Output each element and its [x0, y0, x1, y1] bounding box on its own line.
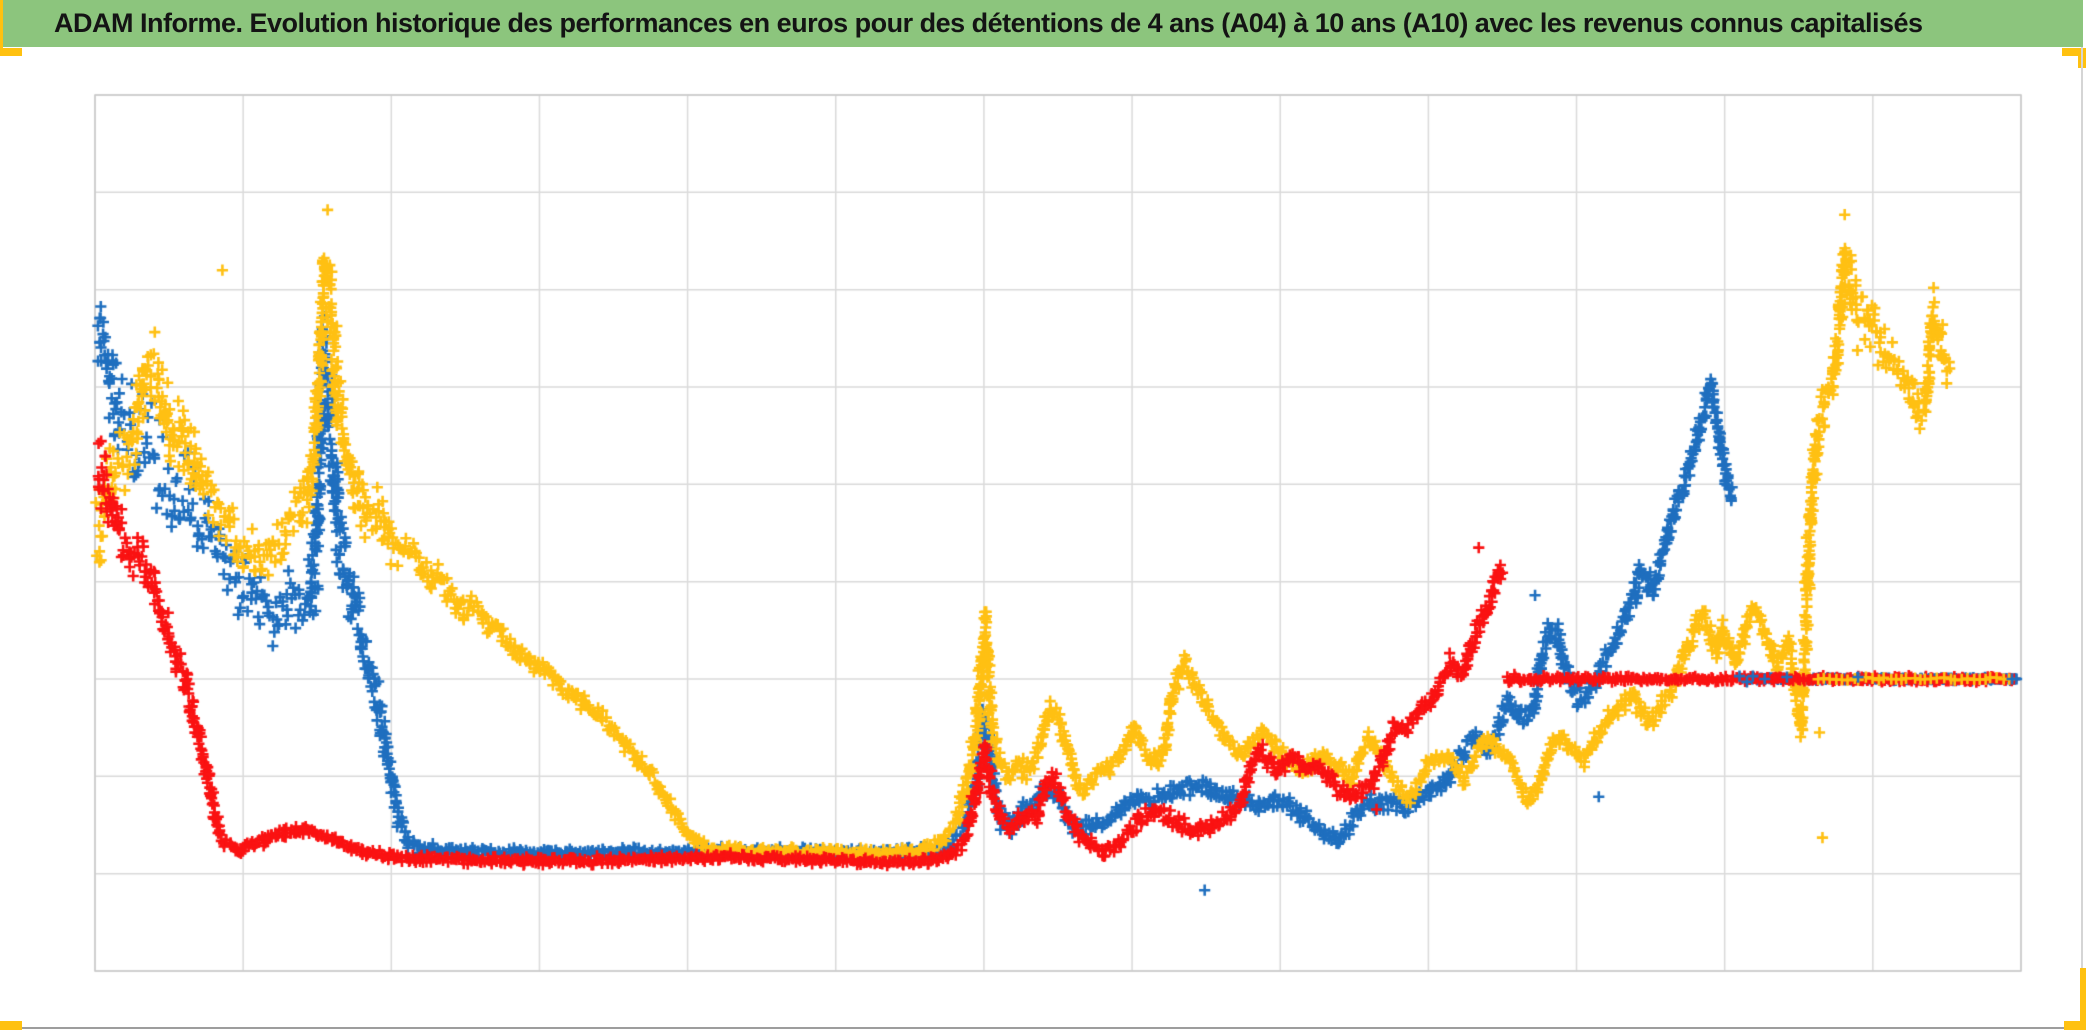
- performance-scatter-chart: [0, 0, 2086, 1031]
- slide: ADAM Informe. Evolution historique des p…: [0, 0, 2086, 1031]
